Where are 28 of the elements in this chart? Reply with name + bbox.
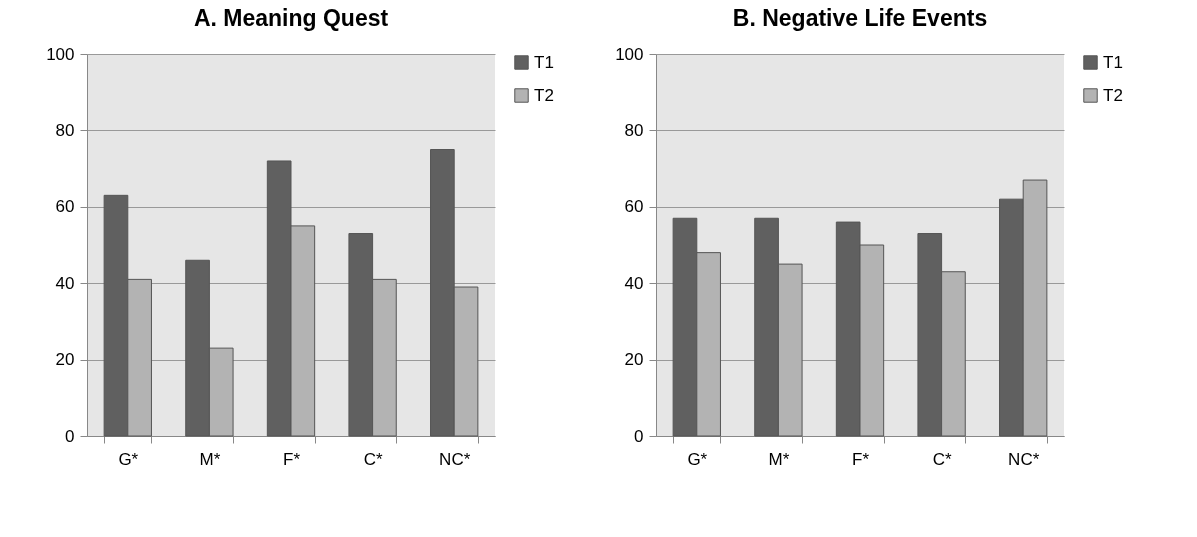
x-tick-label: NC* — [439, 449, 471, 469]
y-tick-label: 40 — [55, 273, 75, 293]
y-tick-label: 60 — [55, 197, 75, 217]
legend-label: T2 — [534, 85, 554, 105]
y-tick-label: 60 — [624, 197, 644, 217]
legend-label: T2 — [1103, 85, 1123, 105]
x-tick-label: C* — [363, 449, 383, 469]
y-tick-label: 0 — [65, 426, 75, 446]
x-tick-label: F* — [283, 449, 301, 469]
y-tick-label: 80 — [624, 120, 644, 140]
y-tick-label: 40 — [624, 273, 644, 293]
y-tick-label: 100 — [46, 44, 75, 64]
legend-label: T1 — [1103, 52, 1123, 72]
x-tick-label: G* — [118, 449, 139, 469]
x-tick-label: M* — [199, 449, 221, 469]
y-tick-label: 20 — [55, 350, 75, 370]
x-tick-label: F* — [852, 449, 870, 469]
x-tick-label: G* — [687, 449, 708, 469]
chart-title: A. Meaning Quest — [193, 5, 389, 31]
chart-title: B. Negative Life Events — [732, 5, 988, 31]
y-tick-label: 0 — [634, 426, 644, 446]
legend-label: T1 — [534, 52, 554, 72]
x-tick-label: C* — [932, 449, 952, 469]
x-tick-label: NC* — [1008, 449, 1040, 469]
y-tick-label: 20 — [624, 350, 644, 370]
x-tick-label: M* — [768, 449, 790, 469]
y-tick-label: 100 — [615, 44, 644, 64]
y-tick-label: 80 — [55, 120, 75, 140]
